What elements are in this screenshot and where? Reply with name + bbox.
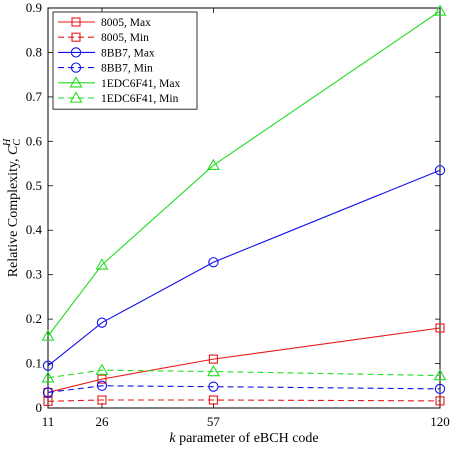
data-point-circle — [42, 387, 54, 398]
data-point-square — [97, 395, 107, 405]
data-point-triangle — [95, 363, 109, 375]
data-point-square — [208, 395, 218, 405]
x-axis: 11 26 57 120 — [42, 8, 450, 429]
data-point-circle — [96, 380, 108, 391]
y-tick-label: 0.3 — [26, 267, 42, 282]
legend-label: 1EDC6F41, Max — [101, 78, 180, 90]
data-point-square — [208, 354, 218, 364]
data-point-triangle — [206, 158, 220, 171]
legend-box — [52, 11, 198, 110]
data-point-circle — [434, 165, 446, 176]
x-axis-title-text: parameter of eBCH code — [176, 431, 319, 446]
legend-label: 8BB7, Max — [101, 47, 155, 59]
y-axis: 0 0.1 0.2 0.3 0.4 0.5 0.6 0.7 0.8 0.9 — [26, 0, 440, 415]
y-tick-label: 0.7 — [26, 89, 43, 104]
series-2 — [42, 165, 446, 371]
series-4 — [41, 4, 447, 341]
data-point-circle — [434, 383, 446, 395]
data-point-square — [435, 396, 445, 406]
y-axis-title-symbol: C — [6, 145, 21, 155]
y-tick-label: 0.1 — [26, 356, 42, 371]
data-point-triangle — [433, 4, 447, 16]
y-tick-label: 0.8 — [26, 44, 42, 59]
y-axis-title-superscript: H — [2, 138, 13, 147]
series-line — [47, 399, 441, 402]
x-axis-title-symbol: k — [169, 431, 176, 446]
series-line — [47, 169, 441, 367]
series-5 — [41, 363, 447, 383]
y-tick-label: 0.9 — [26, 0, 42, 15]
series-line — [47, 10, 441, 337]
y-tick-label: 0.6 — [26, 133, 43, 148]
data-point-square — [71, 17, 81, 27]
data-point-square — [97, 374, 107, 384]
x-tick-label: 11 — [42, 414, 55, 429]
series-line — [47, 369, 441, 379]
y-axis-title-text: Relative Complexity, — [6, 155, 21, 277]
legend-label: 8BB7, Min — [101, 63, 153, 75]
series-line — [47, 385, 441, 393]
data-point-triangle — [433, 368, 447, 381]
x-axis-title: k parameter of eBCH code — [169, 431, 318, 446]
y-axis-title: Relative Complexity, CCH — [2, 138, 23, 277]
data-point-circle — [208, 257, 219, 268]
data-point-triangle — [206, 364, 220, 377]
plot-frame — [47, 7, 441, 409]
data-point-triangle — [69, 76, 83, 88]
series-0 — [43, 323, 445, 397]
data-point-circle — [42, 360, 54, 371]
data-point-square — [435, 323, 445, 333]
data-point-square — [71, 32, 81, 42]
data-point-circle — [70, 62, 82, 73]
data-point-circle — [208, 381, 219, 392]
legend-label: 8005, Min — [101, 32, 149, 44]
legend-label: 1EDC6F41, Min — [101, 93, 179, 105]
data-point-triangle — [41, 329, 55, 341]
y-tick-label: 0.4 — [26, 222, 43, 237]
x-tick-label: 57 — [207, 414, 221, 429]
plot-area — [47, 7, 441, 409]
y-tick-label: 0.5 — [26, 178, 42, 193]
legend-label: 8005, Max — [101, 17, 151, 29]
data-point-triangle — [95, 258, 109, 270]
y-axis-title-subscript: C — [12, 139, 23, 146]
series-layer — [41, 4, 447, 406]
data-point-circle — [96, 317, 108, 328]
series-line — [47, 327, 441, 393]
legend: 8005, Max 8005, Min 8BB7, Max 8BB7, Min 1EDC… — [52, 11, 198, 110]
data-point-triangle — [69, 91, 83, 103]
series-1 — [43, 395, 445, 406]
y-tick-label: 0 — [36, 400, 43, 415]
series-3 — [42, 380, 446, 398]
x-tick-label: 26 — [95, 414, 109, 429]
x-tick-label: 120 — [430, 414, 450, 429]
y-tick-label: 0.2 — [26, 311, 42, 326]
data-point-circle — [70, 47, 82, 58]
data-point-triangle — [41, 371, 55, 383]
